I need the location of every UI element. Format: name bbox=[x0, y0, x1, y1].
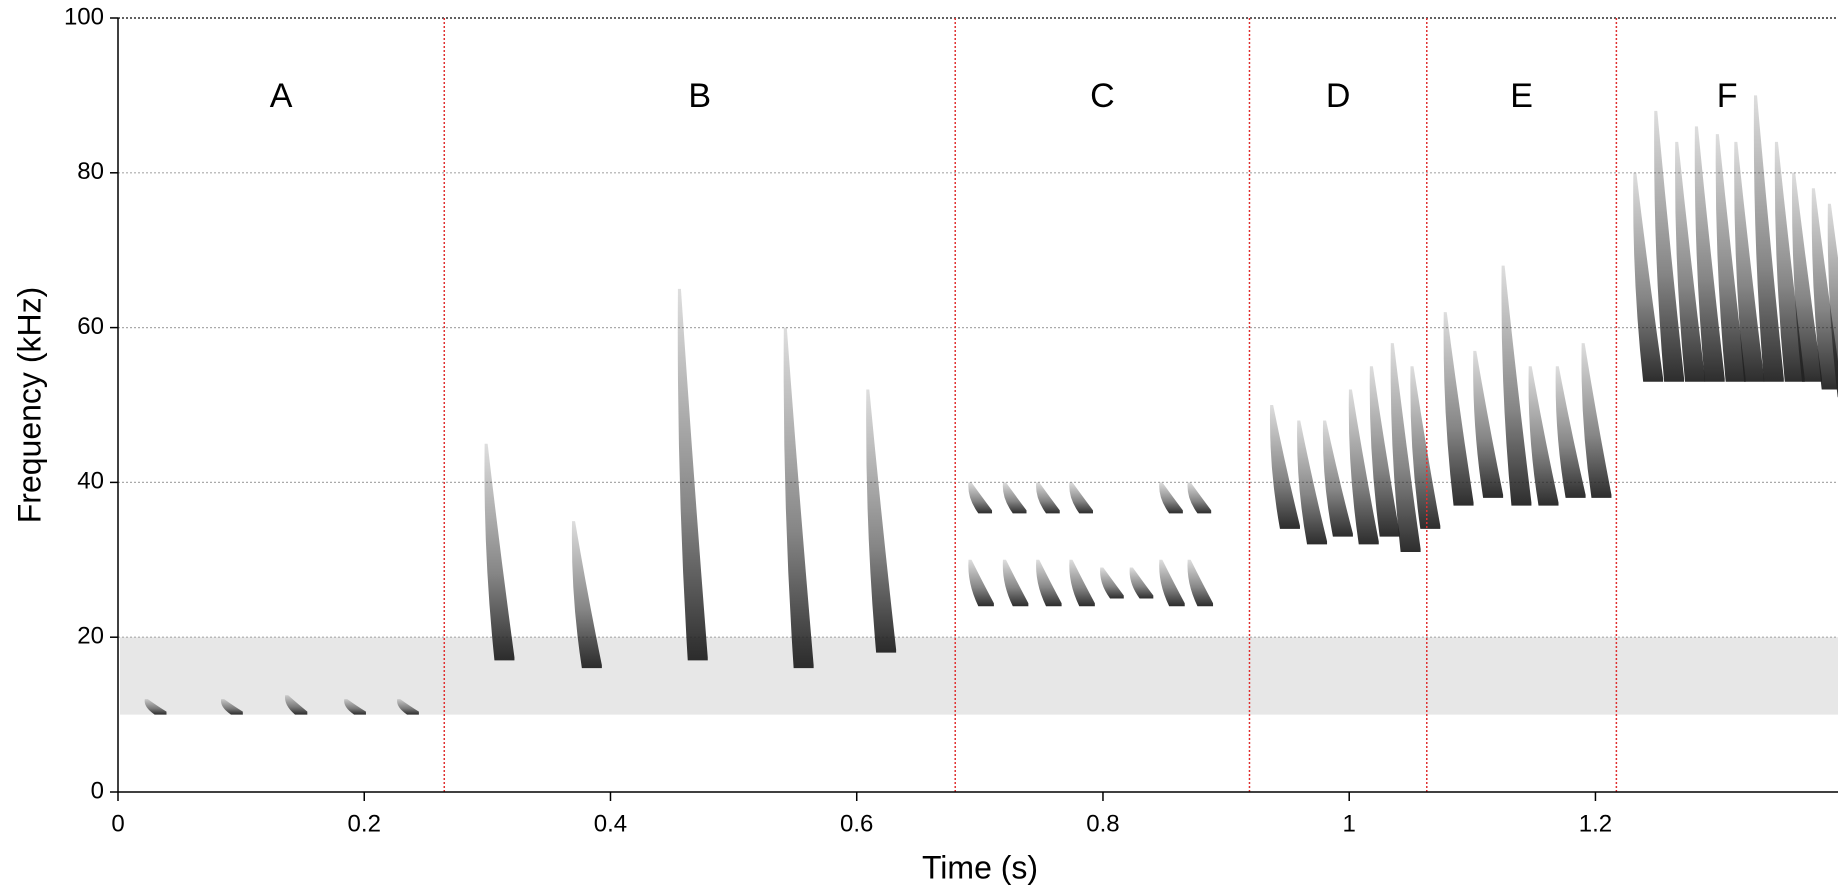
syllable bbox=[1734, 141, 1765, 382]
syllable bbox=[1827, 203, 1838, 398]
syllable bbox=[1069, 482, 1093, 514]
y-axis-label: Frequency (kHz) bbox=[11, 287, 47, 524]
syllable bbox=[1443, 312, 1474, 506]
syllable bbox=[1100, 567, 1124, 599]
noise-band bbox=[120, 637, 1838, 715]
x-tick-label: 1.2 bbox=[1579, 810, 1612, 837]
syllable bbox=[1811, 188, 1838, 390]
syllable bbox=[1501, 265, 1532, 506]
x-tick-label: 0.2 bbox=[348, 810, 381, 837]
syllable bbox=[1473, 350, 1504, 498]
syllable bbox=[1002, 482, 1027, 514]
y-tick-label: 100 bbox=[64, 3, 104, 30]
y-tick-label: 80 bbox=[77, 158, 104, 185]
syllable bbox=[220, 699, 243, 715]
syllable bbox=[1069, 559, 1095, 607]
x-tick-label: 1 bbox=[1343, 810, 1356, 837]
syllable bbox=[1369, 366, 1400, 537]
x-tick-label: 0 bbox=[111, 810, 124, 837]
syllable bbox=[1410, 366, 1441, 529]
segment-label: D bbox=[1326, 77, 1351, 115]
syllable bbox=[677, 288, 708, 661]
syllable bbox=[1129, 567, 1154, 599]
x-tick-label: 0.4 bbox=[594, 810, 627, 837]
syllable bbox=[1654, 110, 1685, 382]
syllable bbox=[344, 699, 366, 715]
segment-label: F bbox=[1717, 77, 1738, 115]
syllable bbox=[285, 695, 308, 715]
syllable bbox=[1675, 141, 1706, 382]
y-tick-label: 20 bbox=[77, 623, 104, 650]
segment-label: B bbox=[688, 77, 711, 115]
syllable bbox=[1187, 482, 1212, 514]
y-tick-label: 0 bbox=[91, 777, 104, 804]
x-axis-label: Time (s) bbox=[922, 849, 1038, 885]
syllable bbox=[1528, 366, 1559, 506]
syllable bbox=[866, 389, 897, 653]
y-tick-label: 60 bbox=[77, 313, 104, 340]
syllable bbox=[783, 327, 814, 669]
syllable bbox=[484, 443, 515, 661]
syllable bbox=[1159, 482, 1183, 514]
syllable bbox=[1348, 389, 1379, 545]
syllable bbox=[1633, 172, 1664, 382]
syllable bbox=[571, 521, 602, 669]
syllable bbox=[1036, 482, 1060, 514]
segment-label: C bbox=[1090, 77, 1115, 115]
syllable bbox=[1792, 172, 1822, 382]
segment-label: A bbox=[270, 77, 293, 115]
syllable bbox=[1753, 95, 1784, 382]
syllable bbox=[1269, 405, 1300, 529]
x-tick-label: 0.6 bbox=[840, 810, 873, 837]
syllable bbox=[1297, 420, 1328, 545]
syllable bbox=[1187, 559, 1214, 607]
syllable bbox=[1390, 343, 1421, 553]
syllable bbox=[1159, 559, 1185, 607]
syllable bbox=[1036, 559, 1062, 607]
x-tick-label: 0.8 bbox=[1086, 810, 1119, 837]
syllable bbox=[968, 482, 993, 514]
syllable bbox=[1322, 420, 1353, 537]
segment-label: E bbox=[1510, 77, 1533, 115]
syllable bbox=[1694, 126, 1725, 382]
y-tick-label: 40 bbox=[77, 468, 104, 495]
syllable bbox=[968, 559, 994, 607]
syllable bbox=[144, 699, 167, 715]
syllable bbox=[397, 699, 419, 715]
syllable bbox=[1555, 366, 1586, 498]
syllable bbox=[1715, 134, 1746, 382]
syllable bbox=[1002, 559, 1029, 607]
syllable bbox=[1581, 343, 1612, 498]
